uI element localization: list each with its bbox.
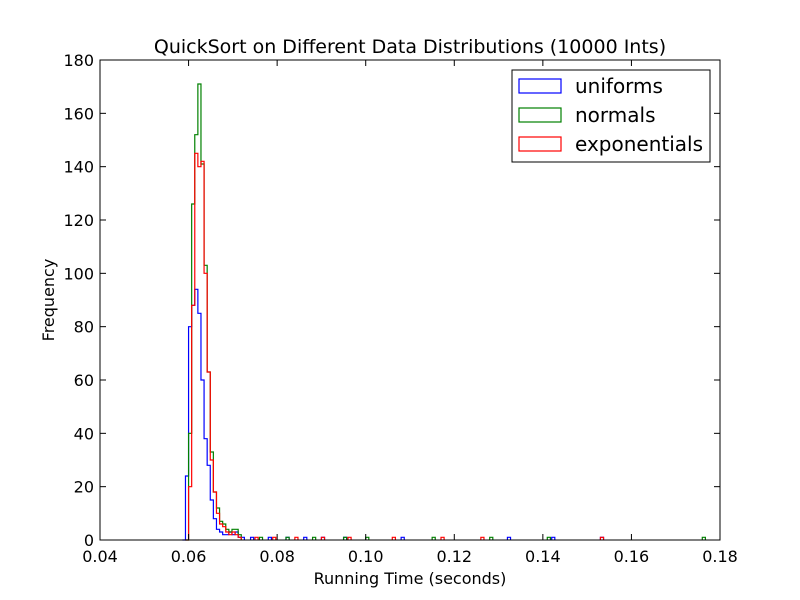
x-tick-label: 0.16 (614, 547, 650, 566)
x-tick-label: 0.06 (171, 547, 207, 566)
x-tick-label: 0.10 (348, 547, 384, 566)
legend-box (511, 69, 711, 163)
x-tick-label: 0.12 (436, 547, 472, 566)
legend-label-uniforms: uniforms (575, 74, 663, 98)
chart-title: QuickSort on Different Data Distribution… (154, 36, 666, 58)
legend-label-normals: normals (575, 103, 656, 127)
series-exponentials (185, 152, 605, 541)
y-tick-label: 120 (63, 211, 94, 230)
x-tick-label: 0.04 (82, 547, 118, 566)
ticks-layer: 0.04 0.06 0.08 0.10 0.12 0.14 0.16 0.18 0 20 40 60 8… (63, 51, 737, 566)
y-tick-label: 100 (63, 264, 94, 283)
y-tick-label: 160 (63, 104, 94, 123)
legend-items: uniforms normals exponentials (518, 74, 703, 156)
x-tick-label: 0.18 (702, 547, 738, 566)
y-tick-label: 80 (74, 318, 94, 337)
legend-swatch-uniforms (518, 78, 562, 94)
x-tick-label: 0.08 (259, 547, 295, 566)
plot-frame (99, 59, 721, 541)
legend: uniforms normals exponentials (511, 69, 711, 163)
legend-swatch-normals (518, 107, 562, 123)
y-tick-label: 0 (84, 531, 94, 550)
y-tick-label: 20 (74, 478, 94, 497)
y-tick-label: 180 (63, 51, 94, 70)
x-axis-label: Running Time (seconds) (314, 569, 507, 588)
y-tick-label: 40 (74, 424, 94, 443)
y-axis-label: Frequency (39, 259, 58, 342)
y-tick-label: 60 (74, 371, 94, 390)
legend-label-exponentials: exponentials (575, 132, 703, 156)
series-layer (182, 83, 706, 541)
x-tick-label: 0.14 (525, 547, 561, 566)
y-tick-label: 140 (63, 158, 94, 177)
legend-swatch-exponentials (518, 136, 562, 152)
